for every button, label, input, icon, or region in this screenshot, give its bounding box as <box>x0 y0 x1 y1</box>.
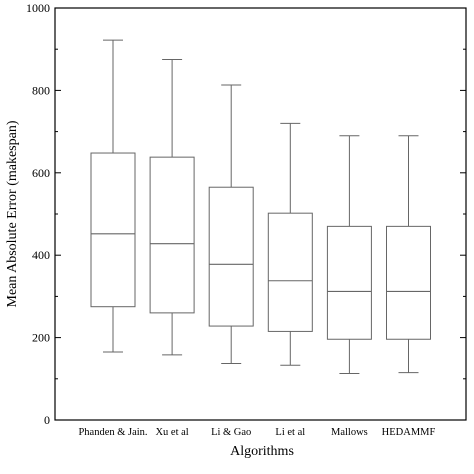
box-item <box>149 59 195 356</box>
box-series <box>90 39 431 374</box>
y-axis-ticks: 0 200 400 600 800 1000 <box>26 1 466 427</box>
x-axis-label: Algorithms <box>230 444 294 459</box>
y-tick-label: 200 <box>32 331 50 345</box>
y-tick-label: 0 <box>44 413 50 427</box>
box-item <box>208 84 254 365</box>
x-tick-label: Phanden & Jain. <box>78 427 147 438</box>
y-tick-label: 800 <box>32 83 50 97</box>
x-tick-label: Li et al <box>275 427 305 438</box>
iqr-box <box>90 152 136 308</box>
iqr-box <box>208 186 254 327</box>
x-tick-label: HEDAMMF <box>382 427 436 438</box>
box-item <box>90 39 136 353</box>
iqr-box <box>149 156 195 314</box>
x-axis-tick-labels: Phanden & Jain. Xu et al Li & Gao Li et al M… <box>78 427 435 438</box>
box-item <box>326 135 372 374</box>
box-item <box>386 135 431 374</box>
iqr-box <box>386 225 431 340</box>
y-tick-label: 400 <box>32 248 50 262</box>
box-item <box>267 122 313 366</box>
iqr-box <box>267 212 313 332</box>
iqr-box <box>326 225 372 340</box>
x-tick-label: Li & Gao <box>211 427 251 438</box>
x-tick-label: Mallows <box>331 427 368 438</box>
x-tick-label: Xu et al <box>155 427 188 438</box>
y-tick-label: 600 <box>32 166 50 180</box>
y-axis-label: Mean Absolute Error (makespan) <box>5 120 20 307</box>
y-tick-label: 1000 <box>26 1 50 15</box>
